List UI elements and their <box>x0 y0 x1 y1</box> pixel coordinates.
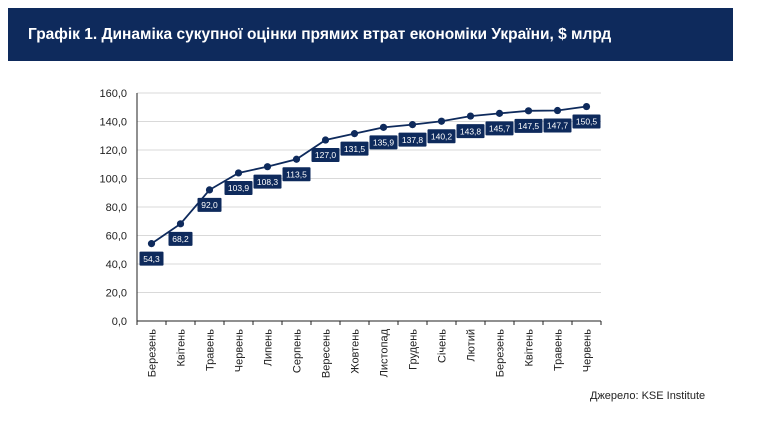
data-label-box <box>456 124 485 139</box>
data-label: 92,0 <box>201 200 218 210</box>
x-tick-label: Липень <box>263 329 275 367</box>
data-point <box>292 155 301 163</box>
data-point <box>263 163 272 171</box>
data-point <box>379 123 388 131</box>
data-point <box>321 136 330 144</box>
data-label: 108,3 <box>257 177 279 187</box>
data-label-box <box>398 132 427 147</box>
x-tick-label: Березень <box>495 329 507 377</box>
x-tick-label: Лютий <box>466 329 478 362</box>
data-point <box>205 186 214 194</box>
data-label: 135,9 <box>373 138 395 148</box>
data-label-box <box>543 118 572 133</box>
y-tick-label: 0,0 <box>112 316 127 328</box>
y-tick-label: 40,0 <box>106 259 127 271</box>
data-point <box>466 112 475 120</box>
data-label-box <box>572 114 601 129</box>
x-tick-label: Червень <box>234 329 246 372</box>
data-label: 103,9 <box>228 183 250 193</box>
x-tick-label: Листопад <box>379 328 391 377</box>
data-label: 113,5 <box>286 169 307 179</box>
y-tick-label: 20,0 <box>106 288 127 300</box>
data-point <box>582 102 591 111</box>
data-point <box>176 220 185 228</box>
data-label: 143,8 <box>460 126 482 136</box>
data-label: 147,7 <box>547 121 569 131</box>
chart-title: Графік 1. Динаміка сукупної оцінки прями… <box>28 25 612 43</box>
data-label: 147,5 <box>518 121 540 131</box>
data-label: 131,5 <box>344 144 366 154</box>
x-tick-label: Квітень <box>524 329 536 367</box>
data-label-box <box>139 251 164 266</box>
source-note: Джерело: KSE Institute <box>590 390 706 402</box>
x-tick-label: Січень <box>437 329 449 363</box>
data-label-box <box>282 167 311 182</box>
x-tick-label: Червень <box>582 329 594 372</box>
data-point <box>350 130 359 138</box>
series-line <box>150 105 587 245</box>
data-label-box <box>197 197 222 212</box>
x-tick-label: Грудень <box>408 329 420 370</box>
y-tick-label: 140,0 <box>99 117 127 129</box>
x-tick-label: Вересень <box>321 329 333 378</box>
data-point <box>553 106 562 115</box>
data-label: 68,2 <box>172 234 189 244</box>
data-label: 137,8 <box>402 135 424 145</box>
data-label: 145,7 <box>489 124 511 134</box>
x-tick-label: Жовтень <box>350 329 362 374</box>
data-label-box <box>340 141 369 156</box>
data-point <box>234 169 243 177</box>
x-tick-label: Березень <box>147 329 159 377</box>
data-point <box>524 107 533 115</box>
data-point <box>495 109 504 117</box>
x-tick-label: Травень <box>553 329 565 371</box>
data-label-box <box>311 148 340 163</box>
data-label-box <box>253 174 282 189</box>
y-tick-label: 60,0 <box>106 231 127 243</box>
data-label-box <box>485 121 514 136</box>
x-tick-label: Травень <box>205 329 217 371</box>
title-bar: Графік 1. Динаміка сукупної оцінки прями… <box>8 8 733 61</box>
data-label-box <box>168 231 193 246</box>
data-label-box <box>514 118 543 133</box>
x-tick-label: Квітень <box>176 329 188 367</box>
data-label-box <box>224 180 253 195</box>
x-tick-label: Серпень <box>292 329 304 373</box>
y-tick-label: 100,0 <box>99 174 127 186</box>
data-point <box>437 117 446 125</box>
y-tick-label: 80,0 <box>106 202 127 214</box>
data-label-box <box>427 129 456 144</box>
y-tick-label: 120,0 <box>99 145 127 157</box>
data-point <box>147 240 156 248</box>
data-label: 127,0 <box>315 150 337 160</box>
data-label: 54,3 <box>143 254 160 264</box>
data-point <box>408 121 417 129</box>
data-label: 150,5 <box>576 117 598 127</box>
data-label-box <box>369 135 398 150</box>
data-label: 140,2 <box>431 131 453 141</box>
y-tick-label: 160,0 <box>99 88 127 100</box>
